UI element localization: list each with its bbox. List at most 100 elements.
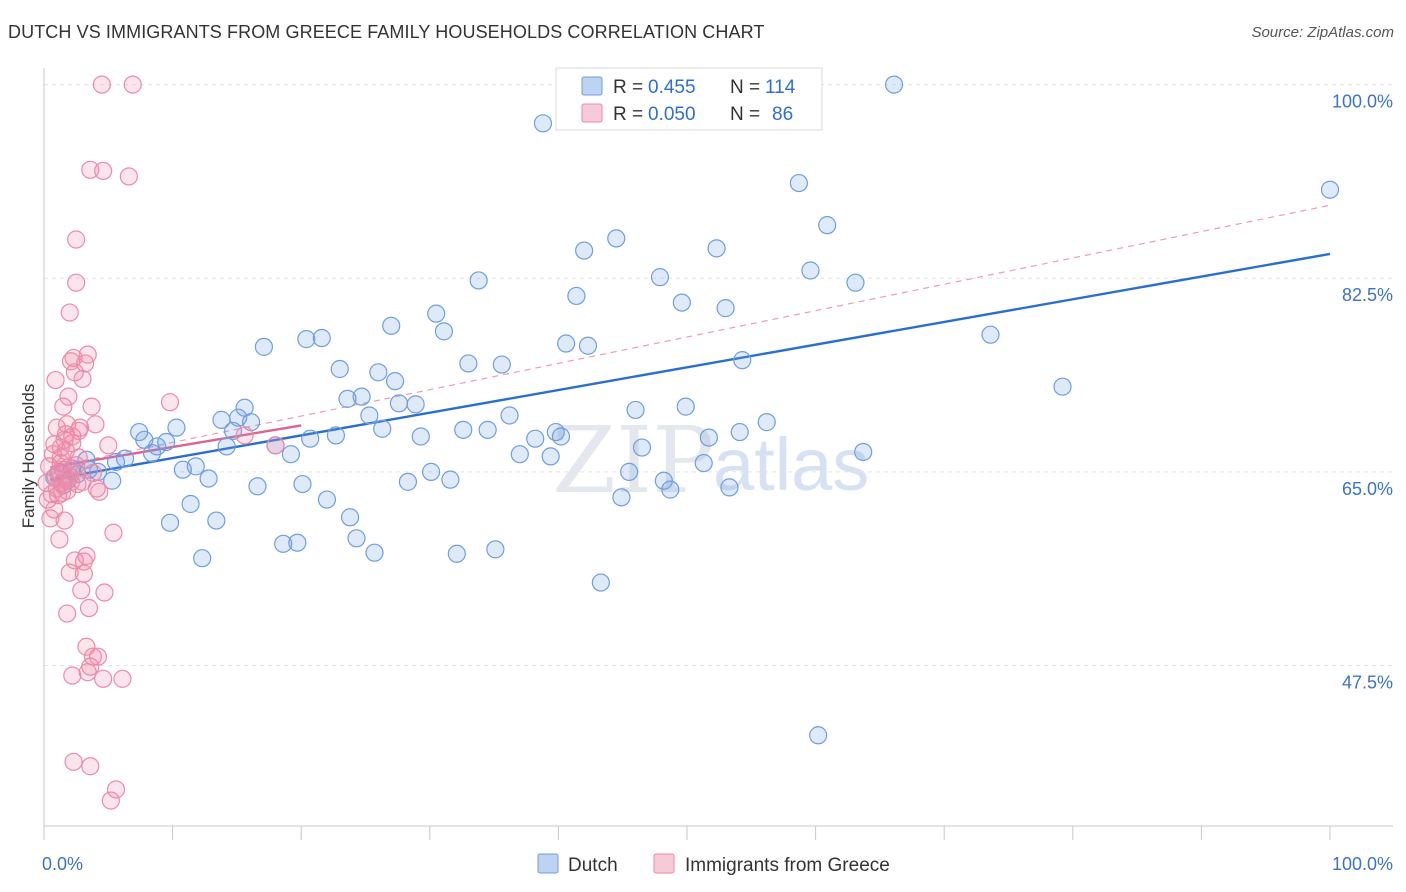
- dutch-point: [398, 472, 418, 491]
- legend-swatch-bottom-greece: [653, 853, 675, 874]
- dutch-point: [478, 420, 497, 439]
- legend-swatch-dutch: [581, 76, 603, 96]
- dutch-point: [338, 389, 357, 408]
- dutch-point: [672, 293, 691, 312]
- dutch-point: [454, 420, 473, 439]
- y-axis-title: Family Households: [19, 384, 38, 529]
- dutch-point: [441, 470, 460, 489]
- greece-point: [60, 303, 79, 322]
- greece-point: [55, 511, 74, 530]
- greece-point: [94, 161, 113, 181]
- greece-point: [54, 397, 73, 416]
- dutch-point: [326, 426, 346, 445]
- greece-point: [74, 564, 93, 583]
- greece-point: [123, 75, 142, 94]
- watermark: ZIP atlas: [552, 407, 869, 514]
- legend-box: [555, 67, 823, 131]
- legend-label-dutch: Dutch: [568, 855, 618, 876]
- dutch-point: [186, 457, 205, 476]
- greece-point: [41, 509, 60, 528]
- greece-point: [77, 546, 96, 566]
- dutch-point: [492, 355, 511, 374]
- legend-label-greece: Immigrants from Greece: [685, 855, 890, 876]
- dutch-point: [526, 429, 545, 448]
- dutch-point: [382, 316, 401, 335]
- dutch-point: [434, 322, 454, 341]
- greece-point: [101, 791, 120, 810]
- greece-point: [104, 523, 123, 542]
- dutch-point: [160, 513, 180, 532]
- dutch-point: [620, 462, 639, 481]
- greece-point: [106, 780, 126, 799]
- tick-labels: 100.0% 82.5% 65.0% 47.5% 0.0% 100.0%: [42, 92, 1393, 874]
- greece-point: [45, 500, 64, 519]
- legend-r-value-greece: 0.050: [648, 104, 696, 125]
- trend-line-1: [50, 424, 302, 469]
- y-tick-label: 82.5%: [1342, 285, 1393, 305]
- x-tick-label-end: 100.0%: [1332, 854, 1393, 874]
- dutch-point: [312, 328, 331, 348]
- dutch-point: [167, 418, 186, 437]
- dutch-point: [421, 462, 441, 481]
- dutch-point: [650, 268, 670, 287]
- dutch-point: [500, 406, 519, 425]
- greece-point: [82, 397, 101, 416]
- greece-point: [59, 387, 78, 406]
- dutch-point: [733, 351, 752, 370]
- legend-swatch-bottom-dutch: [537, 853, 559, 874]
- dutch-point: [340, 508, 360, 527]
- dutch-point: [533, 114, 553, 133]
- dutch-point: [254, 337, 274, 356]
- dutch-point: [676, 397, 695, 416]
- dutch-point: [551, 427, 571, 446]
- dutch-point: [411, 427, 430, 446]
- greece-point: [266, 436, 285, 455]
- greece-point: [58, 604, 77, 623]
- dutch-point: [730, 422, 749, 442]
- dutch-point: [591, 573, 610, 592]
- trend-lines: [50, 204, 1331, 481]
- greece-point: [86, 415, 105, 434]
- dutch-point: [207, 511, 226, 530]
- greece-point: [72, 581, 91, 600]
- dutch-point: [360, 406, 379, 425]
- grid-lines: [44, 84, 1393, 667]
- dutch-point: [694, 453, 713, 473]
- legend-series: Dutch Immigrants from Greece: [537, 853, 890, 876]
- y-tick-label: 47.5%: [1342, 673, 1393, 693]
- dutch-point: [716, 299, 735, 318]
- dutch-point: [818, 216, 837, 235]
- dutch-point: [632, 438, 652, 457]
- legend-correlation: R = 0.455 N = 114 R = 0.050 N = 86: [555, 67, 823, 131]
- chart-title: DUTCH VS IMMIGRANTS FROM GREECE FAMILY H…: [8, 22, 765, 42]
- dutch-point: [707, 239, 726, 258]
- dutch-point: [469, 271, 488, 290]
- watermark-atlas: atlas: [713, 423, 869, 506]
- legend-r-label-greece: R =: [613, 104, 643, 125]
- dutch-point: [846, 273, 865, 292]
- dutch-point: [567, 286, 586, 306]
- y-tick-label: 65.0%: [1342, 479, 1393, 499]
- greece-point: [119, 167, 138, 186]
- dutch-point: [373, 419, 392, 438]
- dutch-point: [661, 480, 680, 499]
- dutch-point: [385, 372, 405, 391]
- greece-point: [67, 273, 86, 292]
- greece-point: [70, 418, 90, 437]
- legend-r-label-dutch: R =: [613, 77, 643, 98]
- dutch-point: [427, 304, 446, 323]
- dutch-point: [369, 363, 388, 382]
- dutch-point: [365, 543, 384, 562]
- legend-r-value-dutch: 0.455: [648, 77, 696, 98]
- dutch-point: [193, 549, 212, 568]
- greece-point: [61, 352, 81, 371]
- dutch-point: [406, 395, 425, 414]
- chart-source: Source: ZipAtlas.com: [1251, 24, 1394, 41]
- dutch-point: [389, 394, 409, 413]
- dutch-point: [288, 533, 307, 552]
- dutch-point: [557, 334, 576, 353]
- legend-n-label-dutch: N =: [730, 77, 760, 98]
- dutch-point: [148, 437, 167, 456]
- greece-point: [67, 230, 86, 249]
- greece-point: [69, 448, 88, 467]
